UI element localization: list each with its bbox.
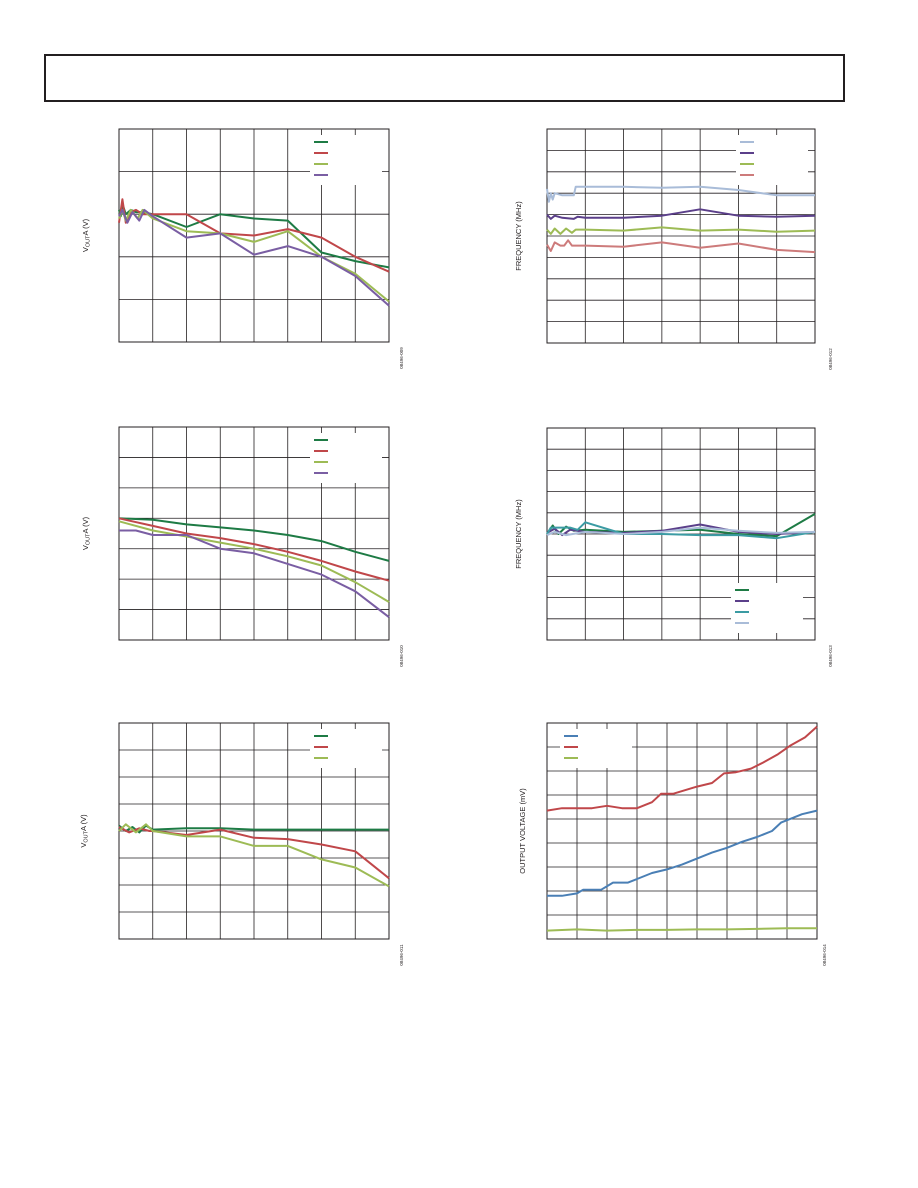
legend-box: [560, 729, 632, 768]
plot-frame: [118, 128, 390, 343]
legend-box: [731, 583, 803, 633]
chart4: FREQUENCY (MHz) 08496-013: [514, 427, 833, 667]
legend-box: [310, 433, 382, 483]
chart2: FREQUENCY (MHz) 08496-012: [514, 128, 833, 370]
series-line-4: [546, 526, 816, 537]
series-line-3: [546, 226, 816, 235]
series-line-4: [546, 239, 816, 254]
y-axis-label: FREQUENCY (MHz): [514, 499, 523, 569]
series-line-1: [118, 517, 390, 562]
y-axis-label: VOUTA (V): [81, 218, 92, 252]
figure-id: 08496-010: [399, 645, 404, 667]
series-line-2: [546, 725, 818, 812]
y-axis-label: OUTPUT VOLTAGE (mV): [518, 788, 527, 874]
series-line-3: [546, 927, 817, 932]
figure-id: 08496-014: [822, 944, 827, 966]
series-line-4: [118, 208, 390, 307]
figure-id: 08496-012: [828, 348, 833, 370]
series-line-1: [118, 824, 389, 834]
series-line-3: [118, 520, 390, 603]
series-line-4: [119, 529, 390, 618]
series-line-2: [118, 826, 390, 880]
y-axis-label: FREQUENCY (MHz): [514, 201, 523, 271]
plot-frame: [546, 128, 816, 344]
plot-frame: [546, 722, 818, 940]
series-line-3: [118, 823, 390, 888]
series-line-2: [118, 517, 390, 582]
series-line-2: [546, 208, 816, 220]
legend-box: [736, 135, 808, 185]
chart3: VOUTA (V) 08496-010: [81, 426, 404, 667]
y-axis-label: VOUTA (V): [81, 516, 92, 550]
series-line-1: [546, 185, 815, 203]
figure-id: 08496-009: [399, 347, 404, 369]
figure-id: 08496-011: [399, 944, 404, 966]
series-line-1: [547, 809, 818, 897]
y-axis-label: VOUTA (V): [79, 814, 90, 848]
legend-box: [310, 135, 382, 185]
chart1: VOUTA (V) 08496-009: [81, 128, 404, 369]
page-header-box: [44, 54, 845, 102]
figure-id: 08496-013: [828, 645, 833, 667]
chart6: OUTPUT VOLTAGE (mV) 08496-014: [518, 722, 827, 966]
legend-box: [310, 729, 382, 768]
chart5: VOUTA (V) 08496-011: [79, 722, 404, 966]
series-line-3: [546, 521, 816, 540]
plot-frame: [118, 426, 390, 641]
